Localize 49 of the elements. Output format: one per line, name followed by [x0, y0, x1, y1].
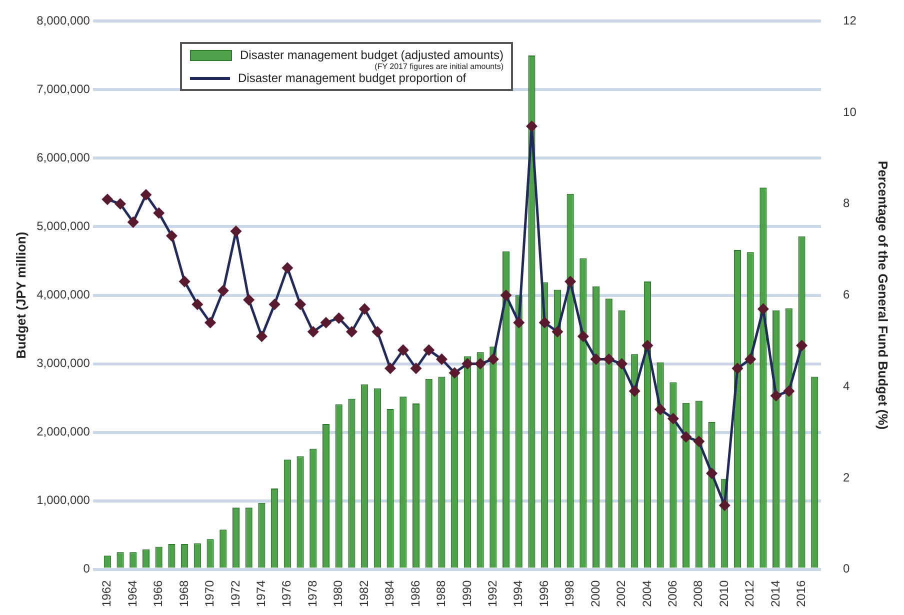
- y2-tick-label: 10: [843, 104, 857, 119]
- x-tick-label: 1990: [460, 580, 474, 608]
- x-tick-label: 1988: [434, 580, 448, 608]
- x-tick-label: 2002: [614, 580, 628, 608]
- y-tick-label: 0: [83, 562, 90, 576]
- y-tick-label: 3,000,000: [36, 356, 90, 370]
- x-tick-label: 1962: [100, 580, 114, 608]
- x-tick-label: 1966: [151, 580, 166, 608]
- x-tick-label: 2006: [665, 580, 680, 608]
- y-axis-title: Budget (JPY million): [13, 232, 28, 359]
- x-tick-label: 1978: [305, 580, 320, 608]
- x-tick-label: 1968: [176, 580, 191, 608]
- x-tick-label: 1980: [331, 580, 346, 608]
- x-tick-label: 1964: [125, 580, 140, 608]
- y2-tick-label: 6: [843, 288, 850, 302]
- x-tick-label: 1986: [408, 580, 422, 608]
- y-tick-label: 4,000,000: [36, 288, 90, 302]
- x-tick-label: 1976: [280, 580, 294, 608]
- y2-tick-label: 0: [843, 562, 850, 576]
- y-tick-label: 1,000,000: [36, 493, 90, 508]
- x-tick-label: 1982: [356, 580, 371, 608]
- x-tick-label: 1996: [536, 580, 551, 608]
- x-tick-label: 2014: [768, 580, 782, 608]
- x-tick-label: 2004: [640, 580, 654, 608]
- x-tick-label: 1970: [202, 580, 217, 608]
- y2-tick-label: 12: [843, 14, 857, 28]
- y-tick-label: 7,000,000: [36, 82, 90, 96]
- x-tick-label: 1972: [228, 580, 242, 608]
- y2-tick-label: 2: [843, 470, 850, 484]
- x-tick-label: 2008: [691, 580, 706, 608]
- y-tick-label: 5,000,000: [36, 219, 90, 234]
- y2-tick-label: 8: [843, 196, 850, 210]
- y-tick-label: 6,000,000: [36, 150, 90, 165]
- x-tick-label: 1998: [562, 580, 577, 608]
- x-tick-label: 2012: [742, 580, 757, 608]
- x-tick-label: 1992: [485, 580, 500, 608]
- legend-label: Disaster management budget proportion of: [238, 71, 466, 85]
- x-tick-label: 2000: [588, 580, 602, 608]
- y-tick-label: 2,000,000: [36, 424, 90, 439]
- y2-axis-title: Percentage of the General Fund Budget (%): [876, 160, 891, 430]
- x-tick-label: 2016: [794, 580, 808, 608]
- y-tick-label: 8,000,000: [36, 14, 90, 28]
- annotation: (FY 2017 figures are initial amounts): [374, 62, 504, 71]
- x-tick-label: 1974: [254, 580, 268, 608]
- x-tick-label: 1984: [382, 580, 397, 608]
- y2-tick-label: 4: [843, 378, 850, 393]
- x-tick-label: 2010: [716, 580, 731, 608]
- legend-label: Disaster management budget (adjusted amounts): [240, 48, 504, 62]
- x-tick-label: 1994: [511, 580, 526, 608]
